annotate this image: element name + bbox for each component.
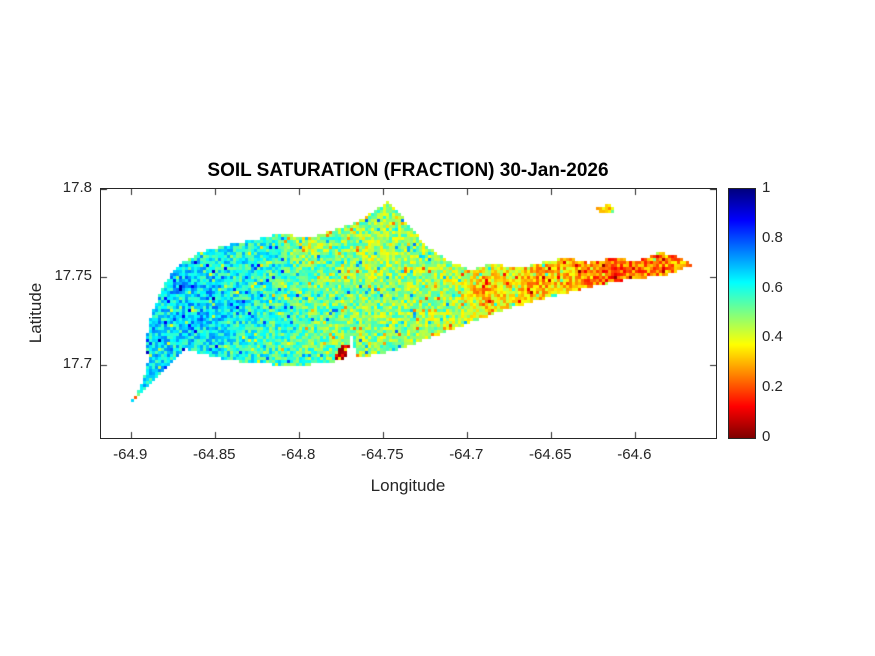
chart-title: SOIL SATURATION (FRACTION) 30-Jan-2026	[207, 160, 609, 181]
y-tick-label: 17.8	[62, 179, 92, 196]
y-tick-label: 17.75	[54, 266, 92, 284]
colorbar-tick-label: 0	[762, 428, 771, 445]
x-tick-label: -64.8	[281, 446, 316, 463]
x-tick-label: -64.75	[361, 446, 404, 463]
colorbar	[728, 188, 756, 439]
x-tick-label: -64.85	[192, 446, 236, 463]
x-tick-label: -64.6	[617, 446, 652, 463]
colorbar-gradient	[729, 189, 755, 438]
soil-saturation-map	[101, 189, 716, 438]
x-axis-label: Longitude	[370, 476, 446, 495]
y-tick-label: 17.7	[62, 354, 92, 372]
colorbar-tick-label: 0.6	[762, 278, 783, 296]
colorbar-tick-label: 0.2	[762, 378, 783, 396]
x-tick-label: -64.65	[529, 446, 572, 463]
x-tick-label: -64.9	[113, 446, 148, 463]
colorbar-tick-label: 1	[762, 179, 771, 196]
x-tick-label: -64.7	[449, 446, 484, 463]
colorbar-tick-label: 0.4	[762, 328, 783, 346]
colorbar-tick-label: 0.8	[762, 228, 783, 246]
plot-area	[100, 188, 717, 439]
